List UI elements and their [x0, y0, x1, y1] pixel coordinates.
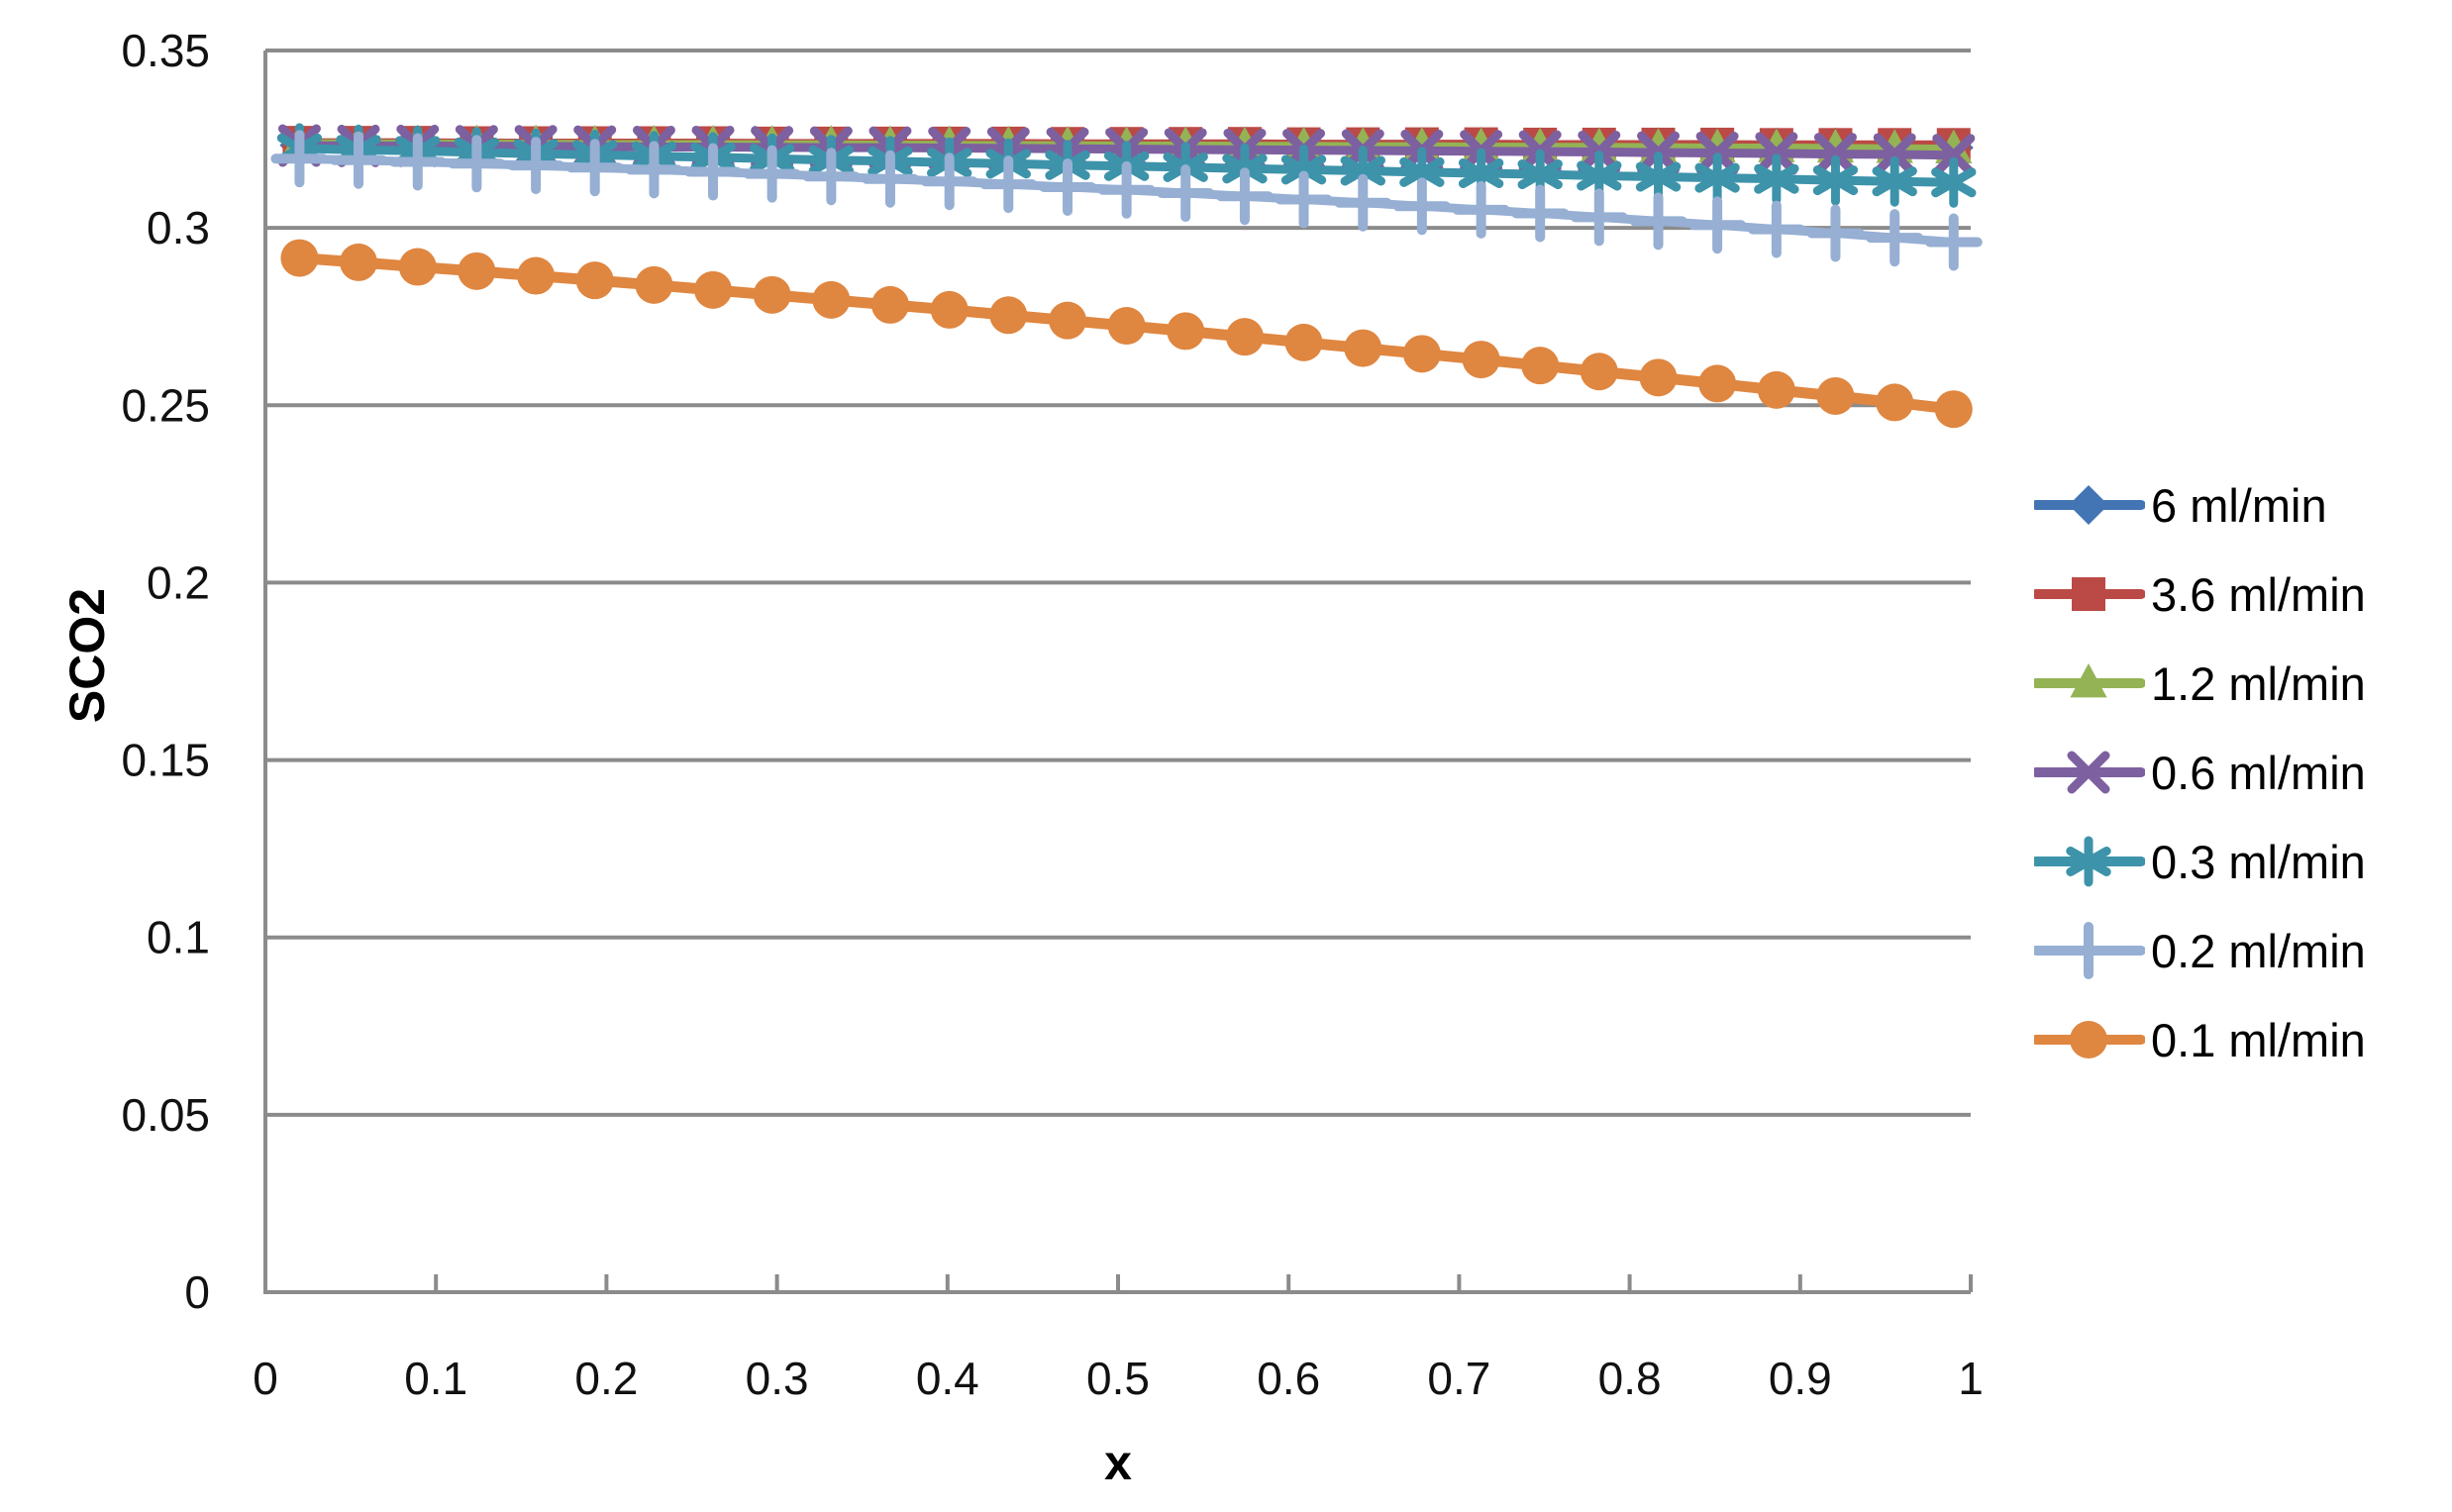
- y-axis-title: SCO2: [59, 587, 115, 724]
- x-tick-label: 1: [1958, 1353, 1984, 1404]
- marker-circle: [1757, 370, 1795, 409]
- marker-x: [1813, 133, 1857, 176]
- x-tick-label: 0.4: [916, 1353, 979, 1404]
- marker-plus: [1452, 180, 1510, 239]
- marker-circle: [930, 290, 969, 329]
- marker-circle: [812, 280, 851, 319]
- x-tick-label: 0: [253, 1353, 278, 1404]
- y-tick-label: 0.2: [147, 556, 210, 608]
- x-tick-label: 0.6: [1257, 1353, 1320, 1404]
- marker-circle: [1698, 364, 1737, 403]
- marker-circle: [1521, 347, 1560, 385]
- x-tick-labels: 0 0.1 0.2 0.3 0.4 0.5 0.6 0.7 0.8 0.9 1: [253, 1353, 1984, 1404]
- marker-plus: [1629, 192, 1687, 251]
- marker-asterisk: [1754, 153, 1799, 205]
- marker-plus: [1511, 184, 1570, 243]
- marker-plus: [1688, 196, 1747, 254]
- marker-plus: [1570, 188, 1628, 247]
- y-tick-labels: 0.35 0.3 0.25 0.2 0.15 0.1 0.05 0: [121, 25, 210, 1318]
- marker-circle: [753, 275, 791, 314]
- marker-circle: [398, 248, 437, 286]
- marker-circle: [1934, 390, 1973, 429]
- marker-plus: [802, 148, 861, 206]
- marker-plus: [861, 150, 919, 208]
- marker-plus: [920, 152, 978, 211]
- x-tick-label: 0.9: [1769, 1353, 1832, 1404]
- marker-circle: [1580, 353, 1618, 391]
- x-axis-title: x: [1104, 1435, 1132, 1490]
- marker-circle: [635, 265, 673, 304]
- marker-asterisk: [1931, 156, 1977, 208]
- series-0.2-ml-min: [270, 130, 1983, 271]
- series-lines: [270, 123, 1983, 429]
- marker-plus: [1275, 170, 1333, 229]
- x-tick-label: 0.7: [1427, 1353, 1490, 1404]
- marker-circle: [1225, 318, 1264, 356]
- x-tick-label: 0.2: [574, 1353, 638, 1404]
- marker-plus: [979, 155, 1038, 214]
- marker-asterisk: [1812, 154, 1859, 206]
- y-tick-label: 0.35: [121, 25, 210, 76]
- marker-plus: [1924, 213, 1983, 271]
- x-axis-ticks: [263, 1274, 1973, 1292]
- x-tick-label: 0.5: [1086, 1353, 1150, 1404]
- marker-plus: [1215, 167, 1274, 226]
- marker-circle: [1639, 358, 1678, 397]
- marker-circle: [694, 270, 733, 309]
- x-tick-label: 0.1: [404, 1353, 467, 1404]
- marker-asterisk: [1872, 155, 1917, 207]
- marker-circle: [575, 261, 614, 300]
- marker-plus: [625, 141, 683, 199]
- marker-plus: [1866, 209, 1924, 267]
- y-tick-label: 0.15: [121, 735, 210, 786]
- marker-circle: [1284, 323, 1323, 361]
- marker-plus: [1747, 200, 1805, 258]
- marker-circle: [517, 256, 556, 295]
- marker-plus: [270, 130, 329, 188]
- marker-plus: [1157, 164, 1215, 223]
- marker-plus: [448, 135, 506, 193]
- marker-x: [1932, 134, 1976, 177]
- marker-circle: [1876, 383, 1914, 422]
- y-tick-label: 0.1: [147, 912, 210, 963]
- marker-plus: [507, 137, 565, 195]
- marker-circle: [1107, 307, 1146, 346]
- marker-circle: [1402, 335, 1441, 373]
- marker-circle: [340, 243, 378, 281]
- y-tick-label: 0.25: [121, 379, 210, 431]
- marker-plus: [388, 133, 447, 191]
- marker-x: [1755, 132, 1798, 175]
- marker-circle: [1049, 301, 1087, 340]
- marker-asterisk: [1694, 152, 1740, 204]
- marker-plus: [684, 143, 743, 201]
- marker-plus: [1806, 204, 1865, 262]
- marker-circle: [870, 285, 909, 324]
- marker-circle: [1344, 329, 1382, 367]
- x-tick-label: 0.8: [1598, 1353, 1662, 1404]
- marker-plus: [565, 139, 624, 197]
- marker-plus: [1097, 160, 1156, 219]
- y-tick-label: 0.05: [121, 1089, 210, 1141]
- marker-x: [1873, 133, 1916, 176]
- marker-circle: [989, 296, 1028, 335]
- gridlines: [265, 49, 1971, 1294]
- marker-circle: [1167, 312, 1205, 351]
- x-tick-label: 0.3: [746, 1353, 809, 1404]
- marker-circle: [458, 252, 496, 290]
- series-0.1-ml-min: [280, 239, 1973, 429]
- y-tick-label: 0.3: [147, 202, 210, 253]
- marker-plus: [1039, 157, 1097, 216]
- marker-plus: [1334, 173, 1392, 232]
- marker-circle: [280, 239, 319, 277]
- y-tick-label: 0: [184, 1266, 210, 1318]
- marker-plus: [1392, 177, 1451, 236]
- marker-asterisk: [1635, 151, 1682, 203]
- marker-circle: [1816, 376, 1855, 415]
- marker-plus: [330, 131, 388, 189]
- marker-plus: [743, 145, 801, 203]
- marker-circle: [1462, 341, 1500, 379]
